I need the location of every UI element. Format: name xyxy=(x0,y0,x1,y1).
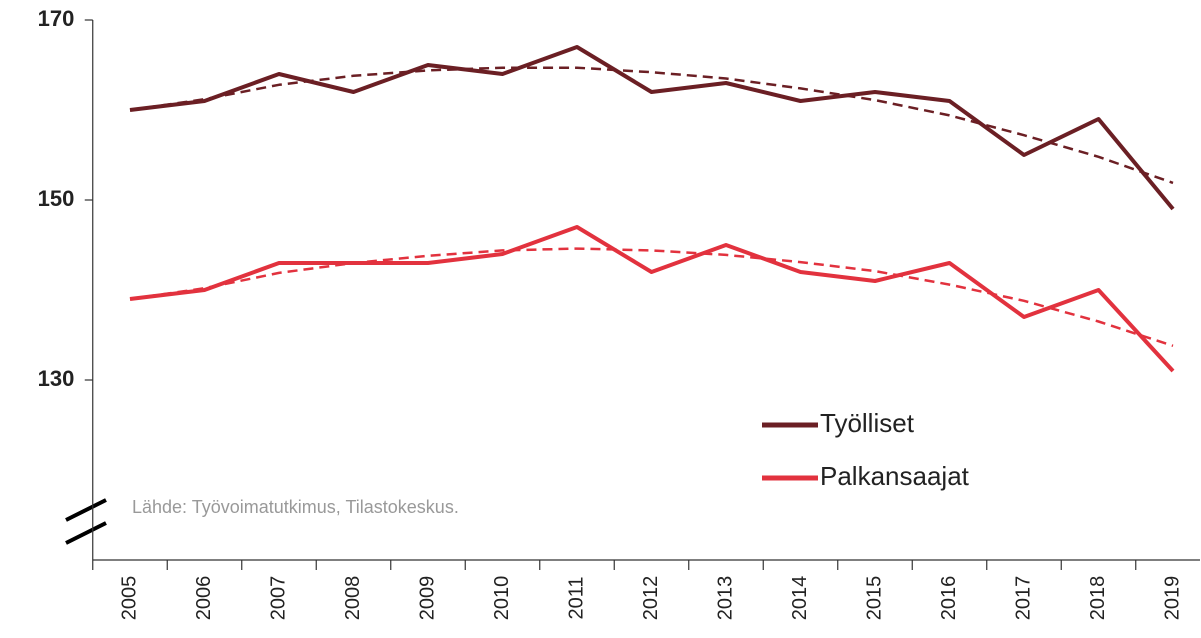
axis-break xyxy=(65,521,107,545)
x-tick-label: 2014 xyxy=(789,576,811,621)
x-tick-label: 2013 xyxy=(714,576,736,621)
legend-label: Palkansaajat xyxy=(820,461,970,491)
x-tick-label: 2005 xyxy=(118,576,140,621)
axis-break xyxy=(65,498,107,522)
legend-label: Työlliset xyxy=(820,408,915,438)
data-line xyxy=(129,45,1175,211)
x-tick-label: 2007 xyxy=(267,576,289,621)
x-tick-label: 2015 xyxy=(863,576,885,621)
trend-line xyxy=(129,247,1174,347)
y-tick-label: 170 xyxy=(38,6,75,31)
y-tick-label: 150 xyxy=(38,186,75,211)
x-tick-label: 2008 xyxy=(342,576,364,621)
x-tick-label: 2010 xyxy=(491,576,513,621)
x-tick-label: 2016 xyxy=(938,576,960,621)
trend-line xyxy=(129,66,1174,185)
x-tick-label: 2012 xyxy=(640,576,662,621)
x-tick-label: 2017 xyxy=(1012,576,1034,621)
x-tick-label: 2009 xyxy=(416,576,438,621)
source-note: Lähde: Työvoimatutkimus, Tilastokeskus. xyxy=(132,497,459,517)
y-tick-label: 130 xyxy=(38,366,75,391)
x-tick-label: 2018 xyxy=(1087,576,1109,621)
x-tick-label: 2006 xyxy=(193,576,215,621)
data-line xyxy=(129,225,1175,373)
x-tick-label: 2011 xyxy=(565,576,587,619)
x-tick-label: 2019 xyxy=(1161,576,1183,621)
